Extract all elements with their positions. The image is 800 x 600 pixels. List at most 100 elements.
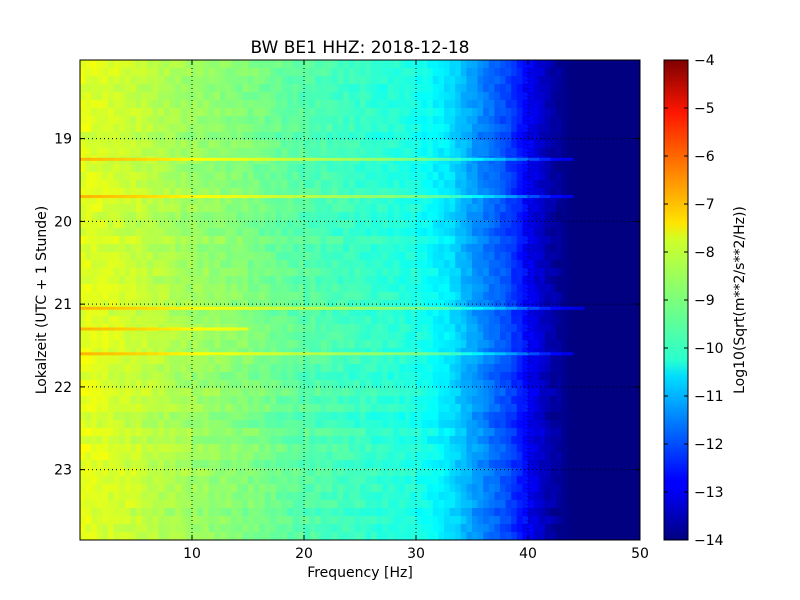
heatmap-cell bbox=[152, 372, 159, 381]
heatmap-cell bbox=[544, 108, 551, 117]
heatmap-cell bbox=[108, 364, 115, 373]
heatmap-cell bbox=[393, 364, 400, 373]
heatmap-cell bbox=[102, 100, 109, 109]
heatmap-cell bbox=[96, 180, 103, 189]
heatmap-cell bbox=[500, 68, 507, 77]
heatmap-cell bbox=[152, 396, 159, 405]
heatmap-cell bbox=[556, 116, 563, 125]
heatmap-cell bbox=[556, 140, 563, 149]
heatmap-cell bbox=[371, 404, 378, 413]
heatmap-cell bbox=[270, 100, 277, 109]
heatmap-cell bbox=[494, 100, 501, 109]
heatmap-cell bbox=[208, 372, 215, 381]
heatmap-cell bbox=[96, 372, 103, 381]
heatmap-cell bbox=[259, 172, 266, 181]
heatmap-cell bbox=[80, 340, 87, 349]
heatmap-cell bbox=[365, 332, 372, 341]
heatmap-cell bbox=[634, 76, 640, 85]
heatmap-cell bbox=[130, 148, 137, 157]
heatmap-cell bbox=[236, 308, 243, 317]
heatmap-cell bbox=[556, 108, 563, 117]
heatmap-cell bbox=[388, 420, 395, 429]
heatmap-cell bbox=[141, 220, 148, 229]
heatmap-cell bbox=[410, 444, 417, 453]
heatmap-cell bbox=[600, 412, 607, 421]
heatmap-cell bbox=[220, 284, 227, 293]
heatmap-cell bbox=[236, 100, 243, 109]
heatmap-cell bbox=[444, 116, 451, 125]
heatmap-cell bbox=[500, 452, 507, 461]
heatmap-cell bbox=[416, 332, 423, 341]
heatmap-cell bbox=[606, 172, 613, 181]
heatmap-cell bbox=[309, 140, 316, 149]
heatmap-cell bbox=[152, 276, 159, 285]
heatmap-cell bbox=[477, 252, 484, 261]
heatmap-cell bbox=[427, 116, 434, 125]
heatmap-cell bbox=[270, 364, 277, 373]
heatmap-cell bbox=[634, 252, 640, 261]
heatmap-cell bbox=[147, 68, 154, 77]
heatmap-cell bbox=[180, 428, 187, 437]
heatmap-cell bbox=[600, 212, 607, 221]
heatmap-cell bbox=[628, 372, 635, 381]
heatmap-cell bbox=[337, 92, 344, 101]
heatmap-cell bbox=[393, 140, 400, 149]
heatmap-cell bbox=[533, 324, 540, 333]
heatmap-cell bbox=[292, 428, 299, 437]
heatmap-cell bbox=[584, 236, 591, 245]
heatmap-cell bbox=[292, 164, 299, 173]
heatmap-cell bbox=[477, 260, 484, 269]
heatmap-cell bbox=[315, 92, 322, 101]
heatmap-cell bbox=[595, 116, 602, 125]
heatmap-cell bbox=[343, 116, 350, 125]
heatmap-cell bbox=[488, 196, 495, 205]
heatmap-cell bbox=[248, 188, 255, 197]
heatmap-cell bbox=[169, 412, 176, 421]
heatmap-cell bbox=[270, 92, 277, 101]
heatmap-cell bbox=[108, 340, 115, 349]
heatmap-cell bbox=[214, 124, 221, 133]
heatmap-cell bbox=[466, 332, 473, 341]
heatmap-cell bbox=[617, 428, 624, 437]
heatmap-cell bbox=[326, 388, 333, 397]
heatmap-cell bbox=[360, 116, 367, 125]
heatmap-cell bbox=[248, 436, 255, 445]
heatmap-cell bbox=[108, 172, 115, 181]
heatmap-cell bbox=[528, 108, 535, 117]
heatmap-cell bbox=[572, 164, 579, 173]
heatmap-cell bbox=[449, 116, 456, 125]
heatmap-cell bbox=[236, 252, 243, 261]
heatmap-cell bbox=[343, 332, 350, 341]
heatmap-cell bbox=[393, 396, 400, 405]
heatmap-cell bbox=[236, 68, 243, 77]
heatmap-cell bbox=[124, 420, 131, 429]
heatmap-cell bbox=[449, 252, 456, 261]
heatmap-cell bbox=[136, 284, 143, 293]
heatmap-cell bbox=[208, 388, 215, 397]
heatmap-cell bbox=[477, 404, 484, 413]
heatmap-cell bbox=[584, 92, 591, 101]
heatmap-cell bbox=[595, 132, 602, 141]
heatmap-cell bbox=[550, 356, 557, 365]
heatmap-cell bbox=[572, 316, 579, 325]
heatmap-cell bbox=[528, 140, 535, 149]
heatmap-cell bbox=[192, 300, 199, 309]
heatmap-cell bbox=[119, 316, 126, 325]
heatmap-cell bbox=[203, 188, 210, 197]
heatmap-cell bbox=[488, 388, 495, 397]
heatmap-cell bbox=[449, 356, 456, 365]
heatmap-cell bbox=[136, 388, 143, 397]
heatmap-cell bbox=[382, 252, 389, 261]
heatmap-cell bbox=[343, 188, 350, 197]
heatmap-cell bbox=[399, 356, 406, 365]
heatmap-cell bbox=[264, 364, 271, 373]
heatmap-cell bbox=[388, 60, 395, 69]
heatmap-cell bbox=[236, 220, 243, 229]
heatmap-cell bbox=[326, 236, 333, 245]
heatmap-cell bbox=[320, 324, 327, 333]
heatmap-cell bbox=[416, 308, 423, 317]
heatmap-cell bbox=[80, 292, 87, 301]
heatmap-cell bbox=[483, 276, 490, 285]
heatmap-cell bbox=[309, 220, 316, 229]
heatmap-cell bbox=[192, 148, 199, 157]
